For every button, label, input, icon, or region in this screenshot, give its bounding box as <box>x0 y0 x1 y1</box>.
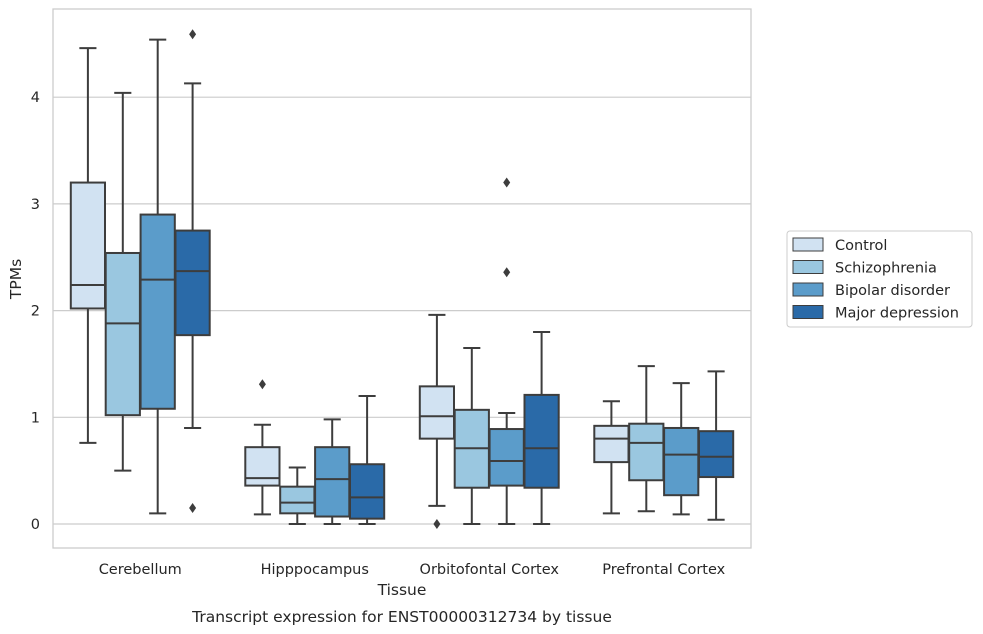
box-control <box>593 400 630 515</box>
box-iqr <box>628 422 665 482</box>
outlier-point <box>433 519 441 529</box>
box-iqr <box>69 181 107 310</box>
box-iqr <box>139 213 176 410</box>
legend: Control Schizophrenia Bipolar disorder Majo… <box>786 230 973 328</box>
box-iqr <box>488 428 525 487</box>
box-major-depression <box>697 370 735 521</box>
box-iqr <box>593 424 630 464</box>
y-tick-label: 1 <box>31 410 40 426</box>
box-iqr <box>174 229 211 337</box>
outlier-point <box>189 29 197 40</box>
legend-swatch <box>792 282 824 297</box>
x-tick-label: Cerebellum <box>99 562 182 578</box>
box-bipolar-disorder <box>314 418 351 525</box>
legend-swatch <box>792 237 824 252</box>
box-major-depression <box>174 29 211 513</box>
chart-caption: Transcript expression for ENST0000031273… <box>191 608 612 626</box>
y-tick-labels: 0 1 2 3 4 <box>31 90 40 533</box>
x-tick-label: Orbitofontal Cortex <box>420 562 560 578</box>
box-schizophrenia <box>279 466 316 525</box>
legend-swatch <box>792 305 824 319</box>
y-tick-label: 4 <box>31 90 40 106</box>
box-iqr <box>104 251 141 417</box>
x-tick-label: Hipppocampus <box>261 562 369 578</box>
box-major-depression <box>523 330 560 525</box>
box-schizophrenia <box>104 91 141 472</box>
box-series <box>69 29 735 529</box>
box-iqr <box>418 385 456 440</box>
y-axis-title: TPMs <box>7 259 25 300</box>
box-schizophrenia <box>628 365 665 513</box>
x-tick-labels: Cerebellum Hipppocampus Orbitofontal Corte… <box>99 562 726 578</box>
x-axis-title: Tissue <box>377 581 427 599</box>
y-tick-label: 3 <box>31 197 40 213</box>
legend-label: Bipolar disorder <box>835 283 950 299</box>
y-tick-label: 2 <box>31 304 40 320</box>
box-schizophrenia <box>453 346 490 525</box>
box-control <box>69 47 107 444</box>
box-control <box>244 379 281 516</box>
outlier-point <box>503 177 511 188</box>
box-control <box>418 313 456 529</box>
box-iqr <box>279 485 316 515</box>
box-iqr <box>697 430 735 479</box>
box-iqr <box>244 446 281 487</box>
outlier-point <box>258 379 266 390</box>
box-iqr <box>663 426 700 497</box>
outlier-point <box>189 502 197 513</box>
legend-label: Schizophrenia <box>835 261 937 277</box>
box-major-depression <box>348 394 386 525</box>
box-iqr <box>314 446 351 518</box>
legend-label: Control <box>835 238 887 254</box>
legend-swatch <box>792 260 824 274</box>
box-iqr <box>348 463 386 520</box>
box-bipolar-disorder <box>139 38 176 515</box>
y-tick-label: 0 <box>31 517 40 533</box>
box-bipolar-disorder <box>663 382 700 516</box>
legend-label: Major depression <box>835 306 959 322</box>
box-bipolar-disorder <box>488 177 525 525</box>
x-tick-label: Prefrontal Cortex <box>602 562 725 578</box>
legend-frame <box>786 230 973 328</box>
box-iqr <box>523 393 560 489</box>
plot-frame <box>52 8 752 549</box>
outlier-point <box>503 267 511 278</box>
